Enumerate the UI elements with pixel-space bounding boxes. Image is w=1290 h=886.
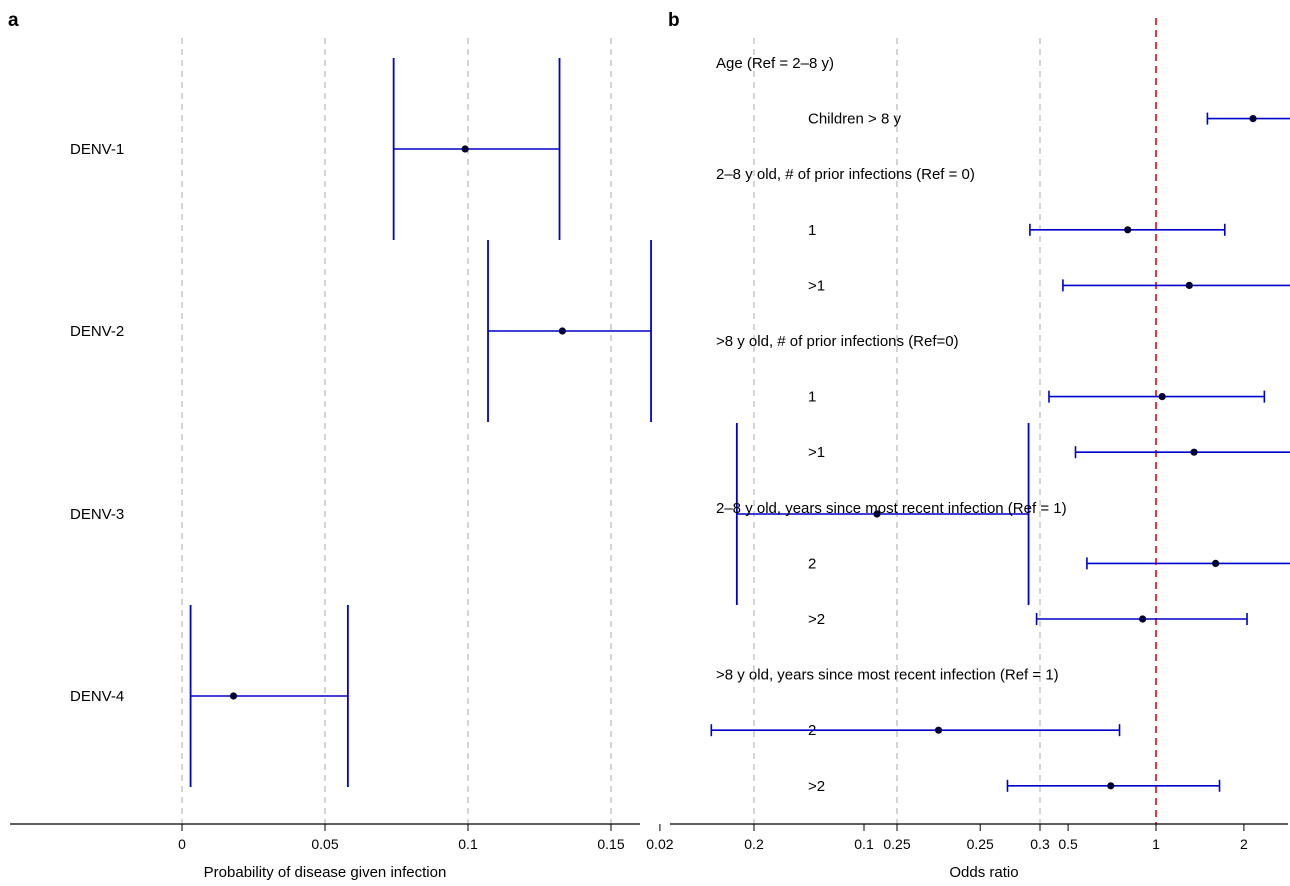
panel-a-x-tick-label: 0.2 (744, 836, 764, 852)
panel-b-x-tick-label: 0.02 (646, 836, 673, 852)
panel-a-category-label: DENV-4 (70, 688, 124, 705)
panel-b-estimate-point (934, 726, 943, 734)
panel-b-row-label: >1 (808, 277, 825, 294)
panel-a-x-tick-label: 0.1 (458, 836, 478, 852)
panel-a-estimate-point (229, 692, 238, 700)
panel-b-x-axis-title: Odds ratio (949, 864, 1018, 881)
panel-a-x-tick-label: 0.05 (311, 836, 338, 852)
panel-a-x-tick-label: 0.15 (597, 836, 624, 852)
panel-b-x-tick-label: 2 (1240, 836, 1248, 852)
panel-b-row-label: >1 (808, 444, 825, 461)
panel-b-estimate-point (1185, 281, 1193, 289)
panel-b-row-label: 1 (808, 222, 816, 239)
panel-a-x-axis-title: Probability of disease given infection (204, 864, 447, 881)
panel-b-estimate-point (1158, 393, 1166, 401)
panel-b-group-header: >8 y old, years since most recent infect… (716, 667, 1059, 684)
panel-b-x-tick-label: 0.25 (967, 836, 994, 852)
panel-a-category-label: DENV-3 (70, 506, 124, 523)
panel-b-x-tick-label: 0.1 (854, 836, 874, 852)
panel-b-x-tick-label: 0.5 (1058, 836, 1078, 852)
panel-b-group-header: 2–8 y old, # of prior infections (Ref = … (716, 166, 975, 183)
panel-a-estimate-point (873, 510, 881, 518)
panel-b-row-label: 1 (808, 389, 816, 406)
panel-b-estimate-point (1249, 115, 1257, 123)
panel-b-row-label: >2 (808, 778, 825, 795)
panel-a-category-label: DENV-1 (70, 141, 124, 158)
panel-b-plot: Age (Ref = 2–8 y) Children > 8 y 2–8 y old… (646, 18, 1290, 852)
panel-a-category-label: DENV-2 (70, 323, 124, 340)
panel-a-estimate-point (461, 145, 469, 153)
panel-a-letter: a (8, 10, 19, 31)
panel-b-estimate-point (1107, 782, 1115, 790)
panel-b-row-label: Children > 8 y (808, 111, 901, 128)
panel-a-x-tick-label: 0.25 (883, 836, 910, 852)
panel-a-plot: 0 0.05 0.1 0.15 0.2 0.25 0.3 DENV-1 DENV-2 DENV-3… (10, 38, 1050, 852)
panel-b-row-label: >2 (808, 611, 825, 628)
panel-b-estimate-point (1190, 448, 1198, 456)
panel-b-estimate-point (1212, 559, 1220, 568)
panel-b-row-label: 2 (808, 555, 816, 572)
panel-b-x-tick-label: 1 (1152, 836, 1160, 852)
panel-b-estimate-point (1124, 226, 1132, 234)
panel-b-group-header: Age (Ref = 2–8 y) (716, 55, 834, 72)
panel-a-estimate-point (558, 327, 566, 335)
panel-b-group-header: 2–8 y old, years since most recent infec… (716, 500, 1067, 517)
panel-b-letter: b (668, 10, 680, 31)
panel-b-group-header: >8 y old, # of prior infections (Ref=0) (716, 333, 959, 350)
panel-b-estimate-point (1139, 615, 1147, 623)
panel-a-x-tick-label: 0.3 (1030, 836, 1050, 852)
panel-a-x-tick-label: 0 (178, 836, 186, 852)
